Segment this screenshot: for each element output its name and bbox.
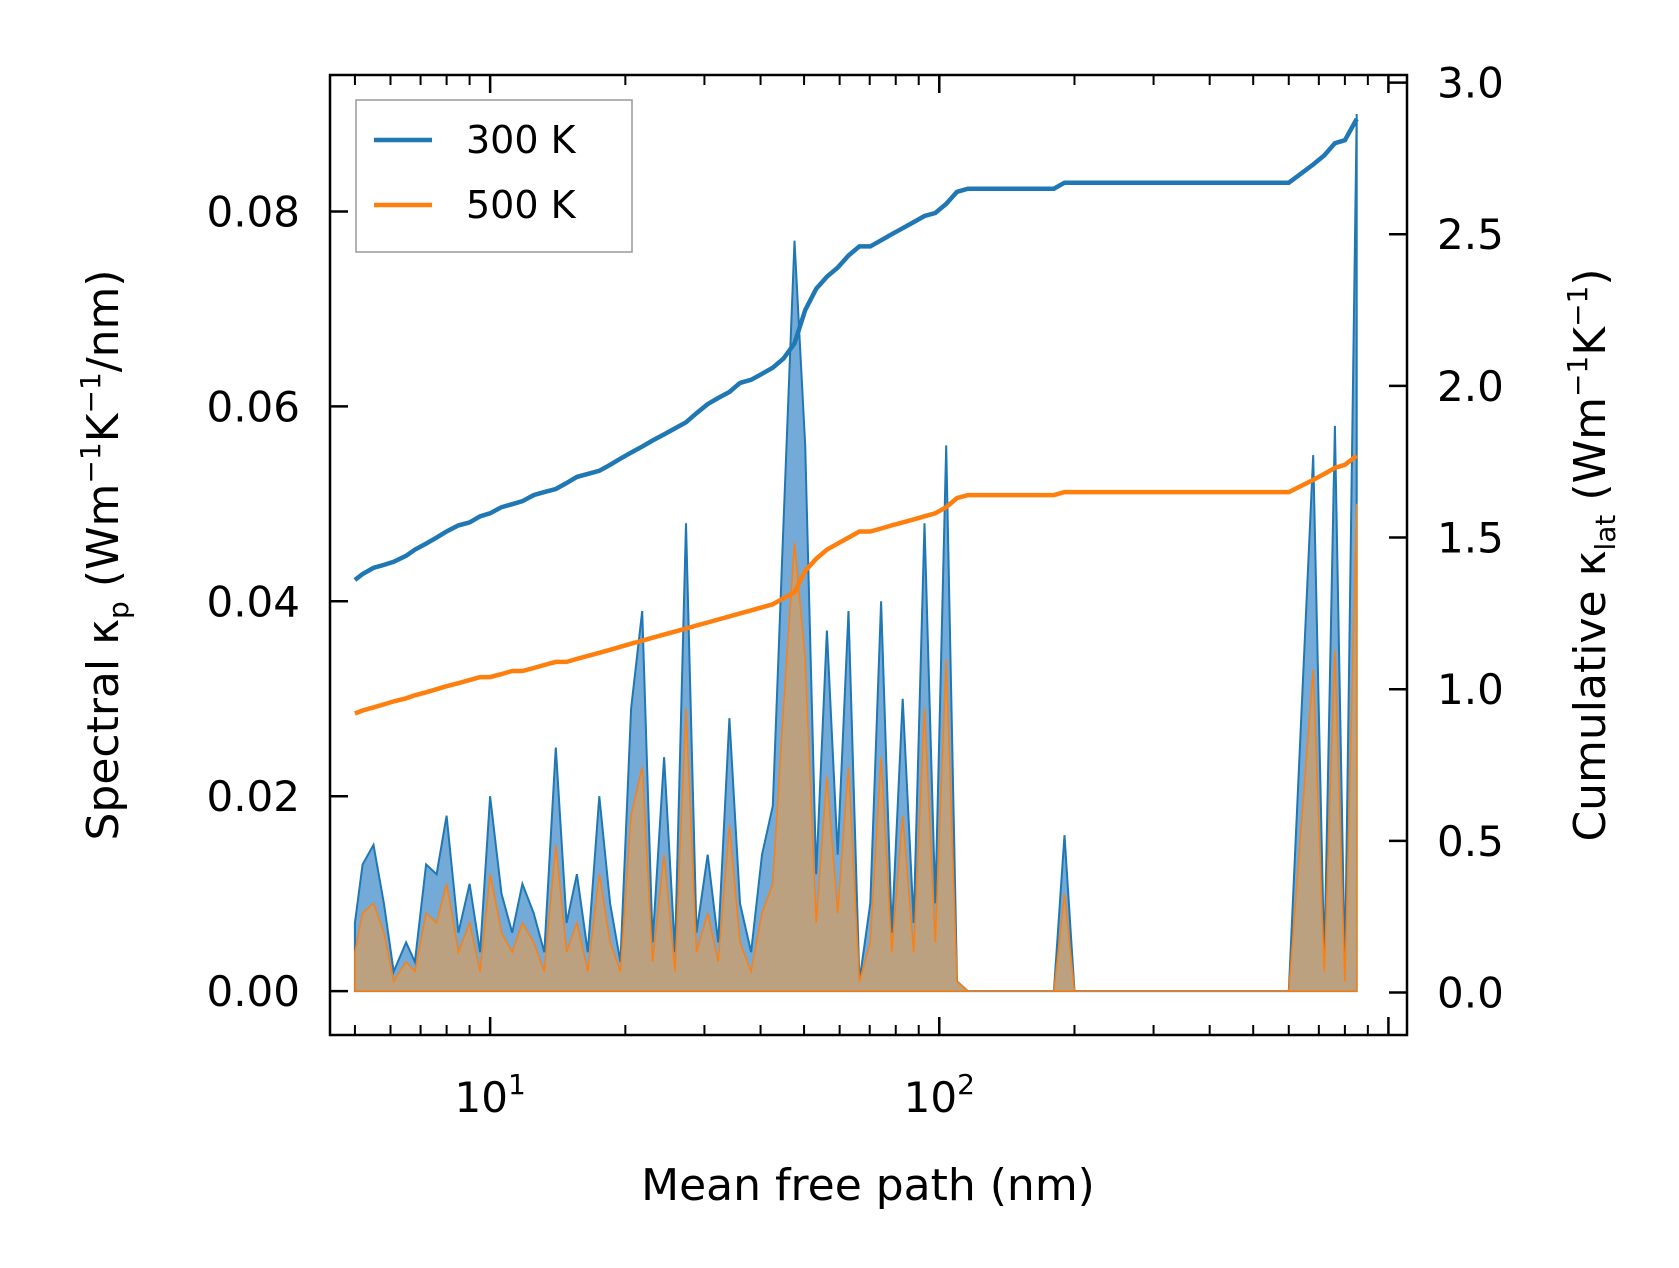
y-right-tick-label: 1.5 bbox=[1437, 514, 1504, 563]
y-right-tick-label: 1.0 bbox=[1437, 665, 1504, 714]
legend: 300 K 500 K bbox=[355, 99, 633, 253]
y-right-tick-label: 0.5 bbox=[1437, 817, 1504, 866]
cumulative-line-300k bbox=[353, 117, 1359, 582]
area-fill-300k bbox=[353, 113, 1358, 993]
y-left-tick-label: 0.00 bbox=[206, 967, 300, 1016]
x-tick-label: 102 bbox=[904, 1068, 975, 1122]
y-left-tick-label: 0.06 bbox=[206, 382, 300, 431]
x-tick-label: 101 bbox=[454, 1068, 525, 1122]
cumulative-line-500k bbox=[354, 453, 1359, 716]
y-left-tick-label: 0.08 bbox=[206, 187, 300, 236]
axis-ticks bbox=[330, 75, 1407, 1035]
area-fill-500k bbox=[354, 503, 1358, 992]
y-right-tick-label: 0.0 bbox=[1437, 969, 1504, 1018]
legend-box bbox=[355, 99, 633, 253]
plot-frame bbox=[328, 73, 1409, 1037]
y-left-tick-label: 0.04 bbox=[206, 577, 300, 626]
y-axis-label-right: Cumulative κlat (Wm−1K−1) bbox=[1561, 268, 1622, 841]
legend-label-300k: 300 K bbox=[466, 118, 577, 162]
legend-label-500k: 500 K bbox=[466, 183, 577, 227]
y-axis-label-left: Spectral κp (Wm−1K−1/nm) bbox=[74, 269, 135, 840]
y-right-tick-label: 2.5 bbox=[1437, 210, 1504, 259]
y-left-tick-label: 0.02 bbox=[206, 772, 300, 821]
y-right-tick-label: 3.0 bbox=[1437, 59, 1504, 108]
axis-tick-labels: 0.00 0.02 0.04 0.06 0.08 0.0 0.5 1.0 1.5 2.0 2.5 3.… bbox=[206, 59, 1503, 1122]
y-right-tick-label: 2.0 bbox=[1437, 362, 1504, 411]
x-axis-label: Mean free path (nm) bbox=[641, 1160, 1095, 1211]
